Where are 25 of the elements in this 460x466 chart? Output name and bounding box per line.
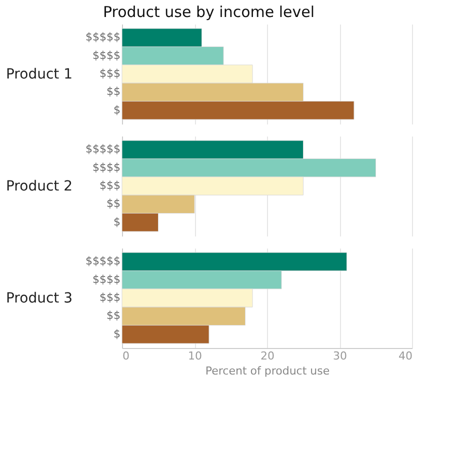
x-tick-label: 20 [260,350,274,362]
text: $$ [106,197,120,210]
y-tick-label: Product 3 [6,290,72,306]
text: $$$$ [92,272,120,286]
x-tick-label: 0 [122,350,130,362]
text: $$$$ [92,160,120,174]
text: $$$$$ [86,142,120,156]
series-label: $$ [106,85,120,98]
series-label: $$$$$ [86,30,120,44]
text: $$$ [100,291,120,304]
x-tick-label: 30 [333,350,347,362]
text: $ [114,327,120,340]
x-tick-label: 10 [188,350,202,362]
text: $$ [106,309,120,322]
y-tick-label: Product 2 [6,178,72,194]
text: $ [114,215,120,228]
chart-title: Product use by income level [102,3,315,21]
series-label: $$$$ [92,48,120,62]
text: $$$$$ [86,254,120,268]
x-axis-title: Percent of product use [205,364,330,378]
x-tick-label: 40 [398,350,412,362]
series-label: $ [114,103,120,116]
text: $$$ [100,179,120,192]
y-tick-label: Product 1 [6,66,72,82]
series-label: $$$ [100,67,120,80]
